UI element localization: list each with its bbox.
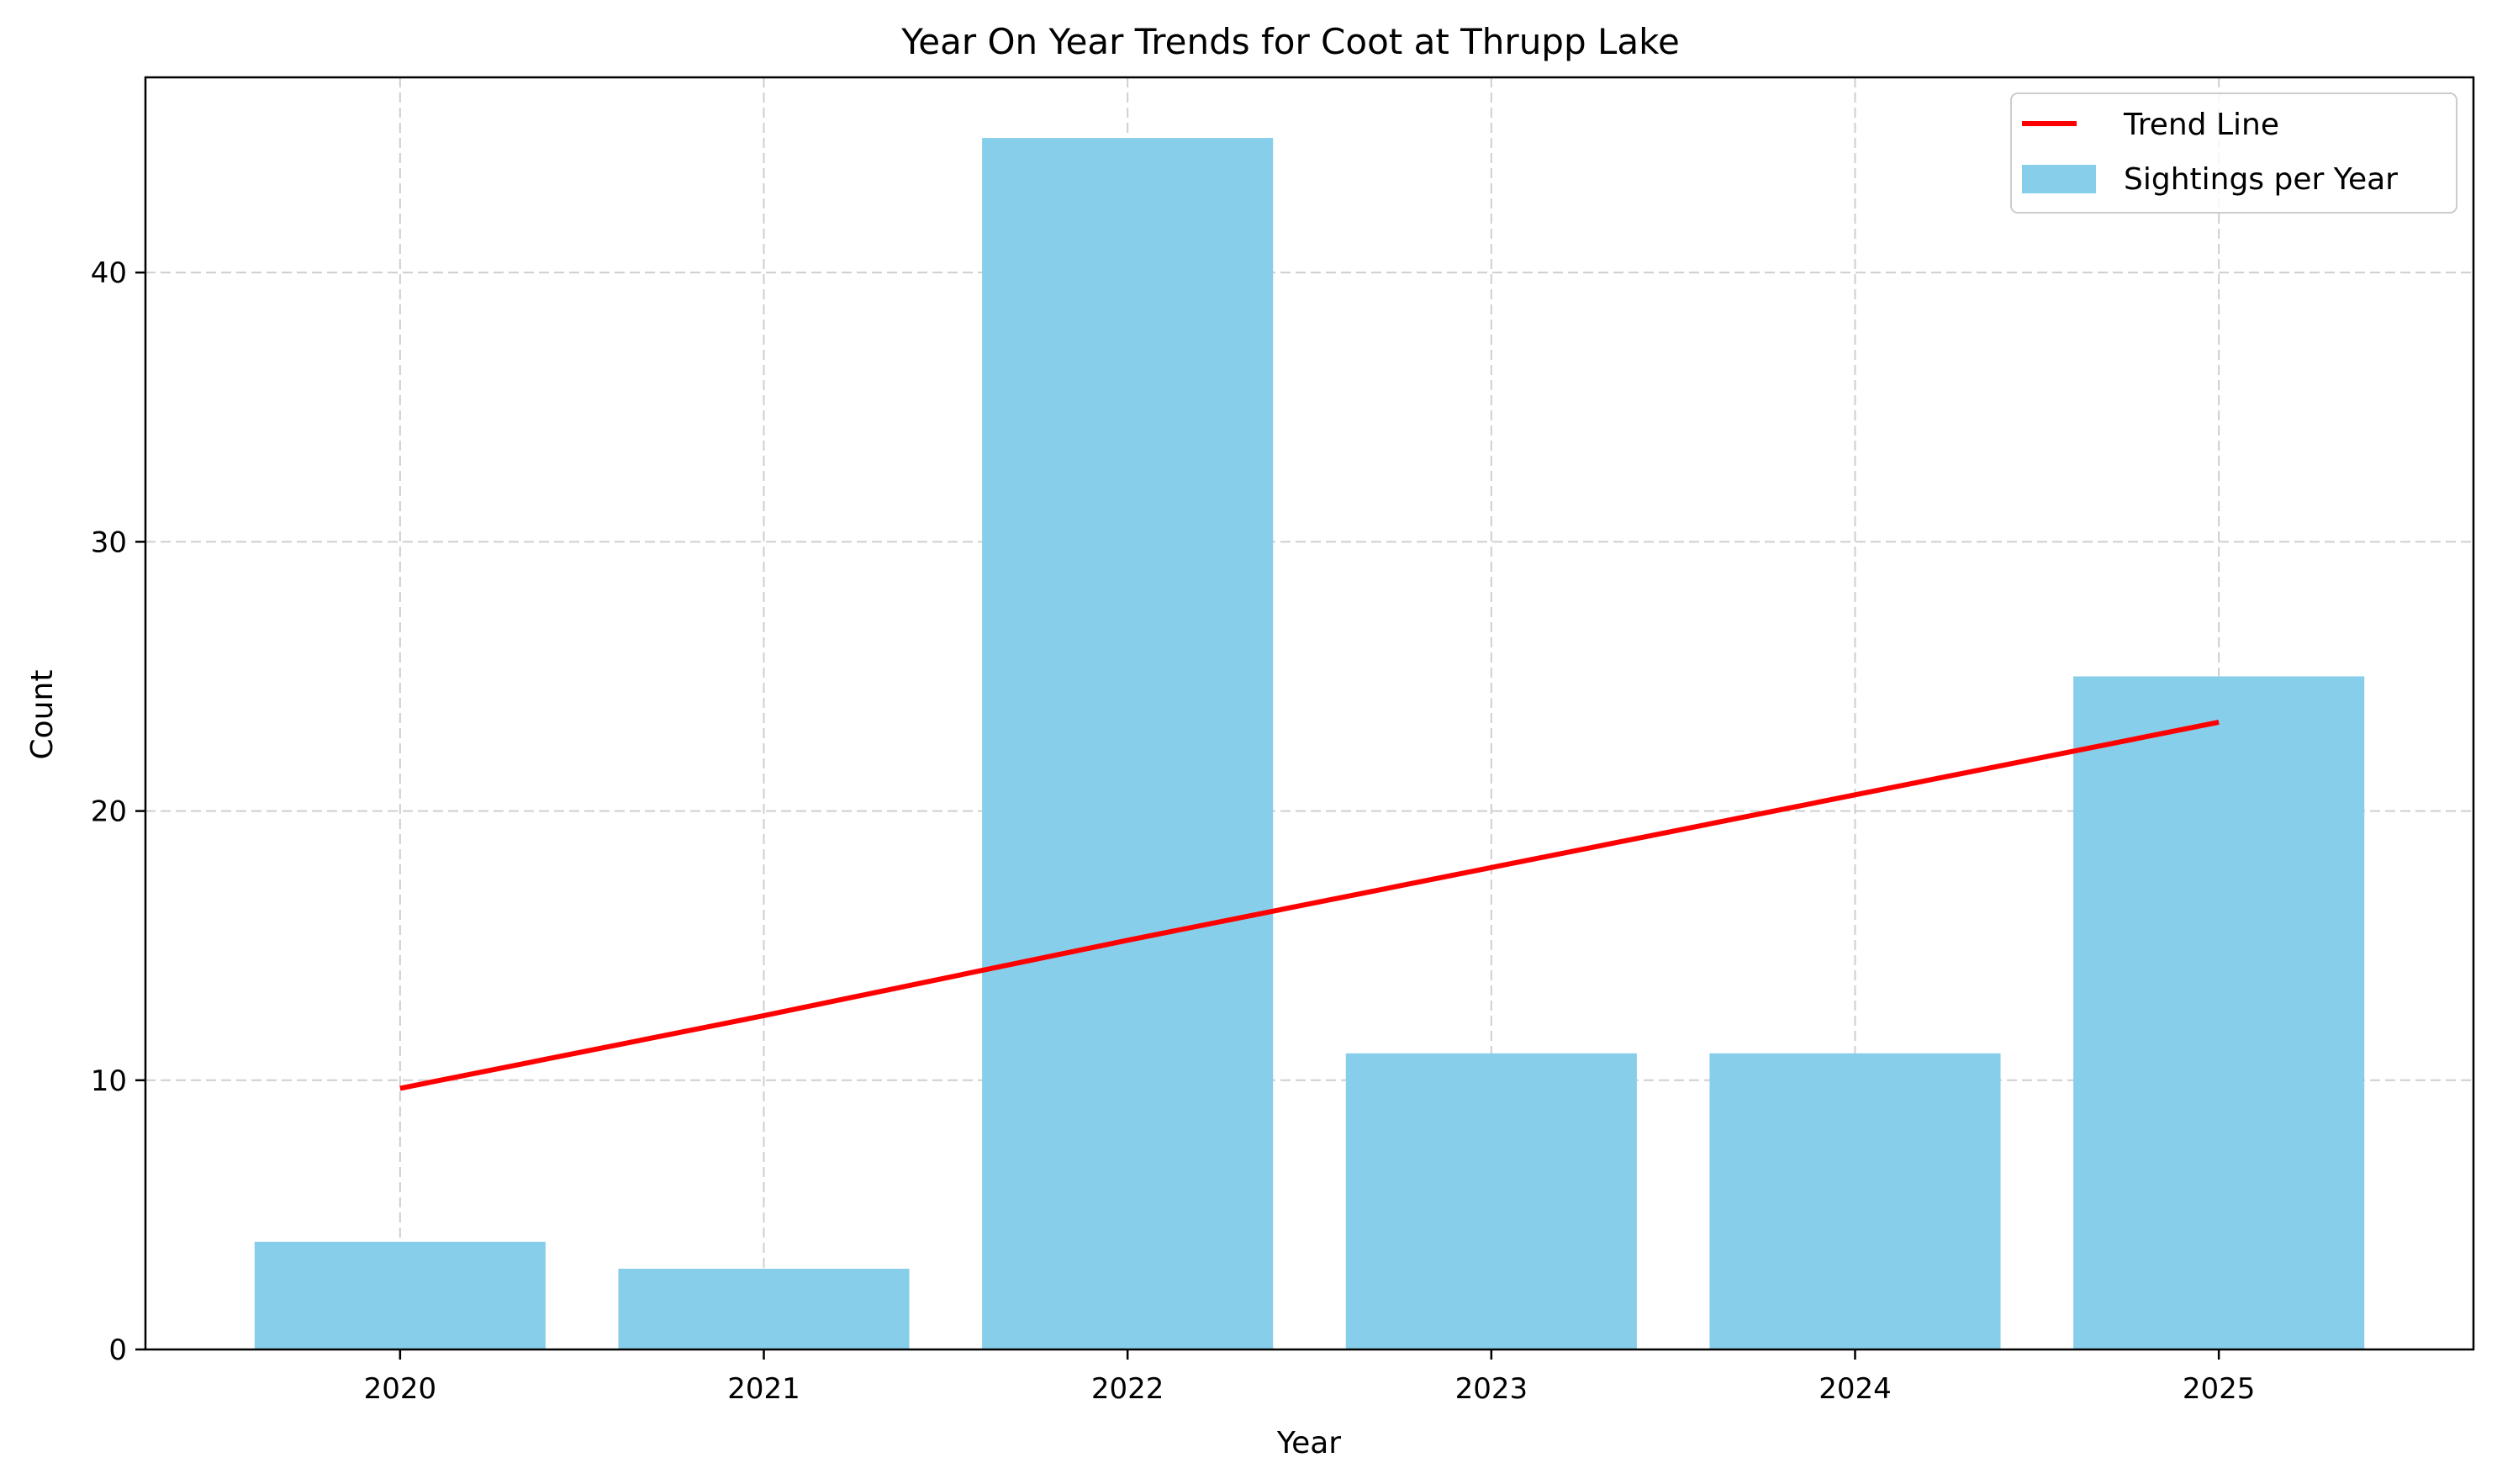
x-tick-label-2024: 2024 [1819,1372,1892,1406]
y-tick-label-20: 20 [91,795,127,829]
bar-2021 [618,1268,910,1349]
bar-2025 [2073,676,2365,1349]
x-tick-label-2025: 2025 [2183,1372,2256,1406]
y-tick-label-10: 10 [91,1064,127,1098]
bar-2020 [254,1241,546,1349]
y-axis: 0 10 20 30 40 [91,256,145,1367]
bar-series [254,138,2365,1350]
trend-line [399,719,2220,1091]
plot-area-frame [144,76,2475,1351]
x-tick-label-2020: 2020 [364,1372,437,1406]
x-axis-label: Year [1276,1426,1341,1460]
legend-label-trend-line: Trend Line [2123,108,2279,142]
x-axis: 2020 2021 2022 2023 2024 2025 [364,1349,2256,1406]
x-tick-label-2023: 2023 [1455,1372,1528,1406]
legend-swatch-sightings [2022,165,2096,193]
bar-2023 [1345,1053,1637,1349]
trend-line-series [399,719,2220,1091]
y-tick-label-0: 0 [108,1333,127,1367]
y-tick-label-40: 40 [91,256,127,290]
y-tick-label-30: 30 [91,525,127,559]
legend-box [2010,92,2457,214]
bar-2024 [1709,1053,2001,1349]
bar-2022 [982,138,1274,1350]
x-tick-label-2021: 2021 [727,1372,800,1406]
x-tick-label-2022: 2022 [1091,1372,1164,1406]
y-axis-label: Count [25,670,60,760]
legend: Trend Line Sightings per Year [2010,92,2457,214]
legend-label-sightings: Sightings per Year [2124,162,2398,197]
chart-title: Year On Year Trends for Coot at Thrupp L… [900,21,1680,62]
